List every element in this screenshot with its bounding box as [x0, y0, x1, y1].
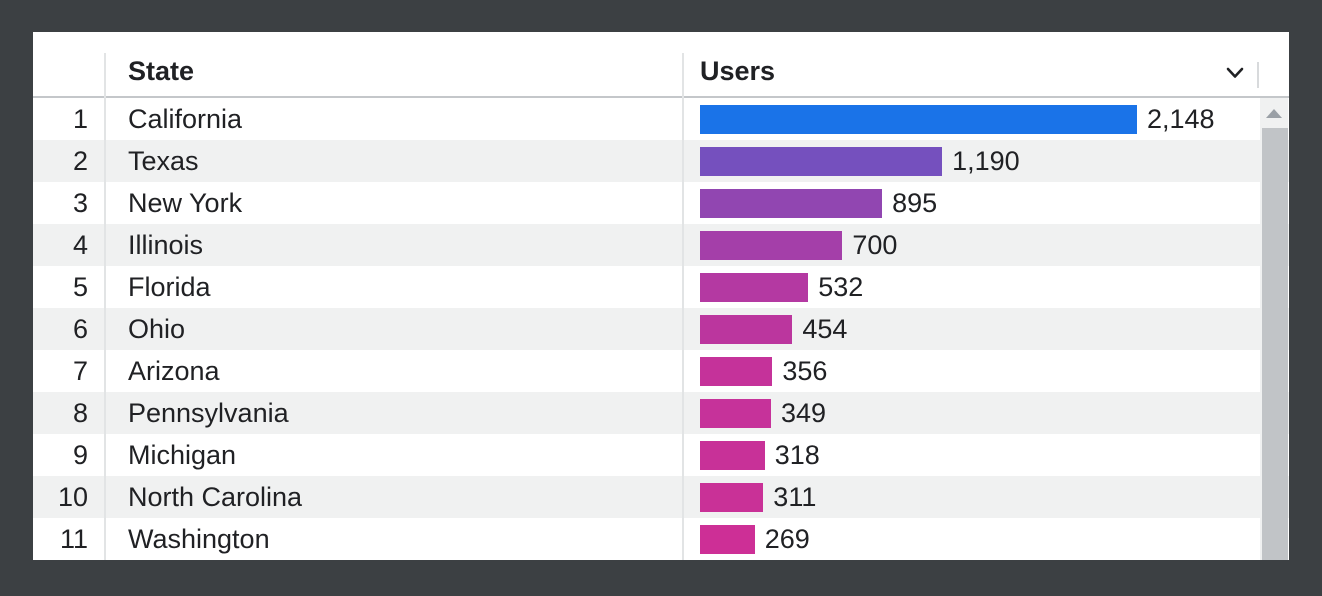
row-rank: 3 — [72, 187, 88, 218]
row-rank: 2 — [72, 145, 88, 176]
users-bar — [700, 482, 764, 512]
row-users-cell: 2,148 — [682, 104, 1289, 135]
scrollbar-thumb[interactable] — [1262, 128, 1288, 560]
users-value: 1,190 — [952, 145, 1020, 176]
row-rank: 6 — [72, 313, 88, 344]
row-users-cell: 1,190 — [682, 146, 1289, 177]
chevron-down-icon[interactable] — [1226, 67, 1244, 79]
users-bar — [700, 146, 943, 176]
row-users-cell: 349 — [682, 398, 1289, 429]
row-rank: 11 — [59, 523, 88, 554]
row-state: Pennsylvania — [128, 397, 289, 428]
row-state: Florida — [128, 271, 211, 302]
users-bar — [700, 398, 771, 428]
row-users-cell: 532 — [682, 272, 1289, 303]
users-bar — [700, 314, 793, 344]
triangle-up-icon — [1266, 108, 1282, 118]
users-value: 349 — [781, 397, 827, 428]
users-bar — [700, 104, 1137, 134]
table-row[interactable]: 11 Washington 269 — [33, 518, 1289, 560]
users-value: 311 — [773, 481, 817, 512]
users-value: 895 — [892, 187, 938, 218]
row-users-cell: 356 — [682, 356, 1289, 387]
row-state: Arizona — [128, 355, 220, 386]
table-row[interactable]: 1 California 2,148 — [33, 98, 1289, 140]
table-row[interactable]: 2 Texas 1,190 — [33, 140, 1289, 182]
row-rank: 8 — [72, 397, 88, 428]
table-row[interactable]: 4 Illinois 700 — [33, 224, 1289, 266]
users-value: 356 — [782, 355, 828, 386]
column-header-users-label: Users — [700, 56, 776, 86]
row-users-cell: 895 — [682, 188, 1289, 219]
users-bar — [700, 188, 883, 218]
table-row[interactable]: 3 New York 895 — [33, 182, 1289, 224]
row-state: Michigan — [128, 439, 237, 470]
column-header-state-label: State — [128, 56, 195, 86]
table-row[interactable]: 9 Michigan 318 — [33, 434, 1289, 476]
scroll-up-button[interactable] — [1260, 98, 1288, 128]
row-rank: 7 — [72, 355, 88, 386]
row-rank: 9 — [72, 439, 88, 470]
row-state: Ohio — [128, 313, 186, 344]
row-state: Washington — [128, 523, 270, 554]
users-value: 269 — [764, 523, 810, 554]
row-users-cell: 454 — [682, 314, 1289, 345]
row-state: New York — [128, 187, 243, 218]
row-state: California — [128, 103, 243, 134]
users-value: 700 — [852, 229, 898, 260]
row-rank: 1 — [72, 103, 88, 134]
table-row[interactable]: 6 Ohio 454 — [33, 308, 1289, 350]
scrollbar[interactable] — [1260, 98, 1288, 560]
row-users-cell: 311 — [682, 482, 1289, 513]
data-table-card: State Users 1 California 2,148 2 Texas 1,190 3… — [33, 32, 1289, 560]
users-bar — [700, 356, 773, 386]
row-users-cell: 269 — [682, 524, 1289, 555]
users-bar — [700, 230, 843, 260]
row-state: North Carolina — [128, 481, 303, 512]
table-row[interactable]: 10 North Carolina 311 — [33, 476, 1289, 518]
users-bar — [700, 524, 755, 554]
column-divider-rank-state — [104, 53, 106, 560]
table-body: 1 California 2,148 2 Texas 1,190 3 New York 895 4… — [33, 98, 1289, 560]
row-rank: 10 — [57, 481, 88, 512]
users-value: 454 — [802, 313, 848, 344]
users-bar — [700, 272, 809, 302]
users-value: 532 — [818, 271, 864, 302]
row-rank: 4 — [72, 229, 88, 260]
row-users-cell: 318 — [682, 440, 1289, 471]
users-value: 2,148 — [1147, 103, 1215, 134]
users-value: 318 — [774, 439, 820, 470]
table-row[interactable]: 7 Arizona 356 — [33, 350, 1289, 392]
column-header-state[interactable]: State — [104, 32, 682, 96]
table-row[interactable]: 8 Pennsylvania 349 — [33, 392, 1289, 434]
row-state: Texas — [128, 145, 199, 176]
column-header-rank — [33, 32, 104, 96]
column-divider-users-end — [1257, 62, 1259, 88]
row-users-cell: 700 — [682, 230, 1289, 261]
column-divider-state-users — [682, 53, 684, 560]
table-header: State Users — [33, 32, 1289, 98]
column-header-users[interactable]: Users — [682, 32, 1289, 96]
row-rank: 5 — [72, 271, 88, 302]
users-bar — [700, 440, 765, 470]
table-row[interactable]: 5 Florida 532 — [33, 266, 1289, 308]
row-state: Illinois — [128, 229, 204, 260]
